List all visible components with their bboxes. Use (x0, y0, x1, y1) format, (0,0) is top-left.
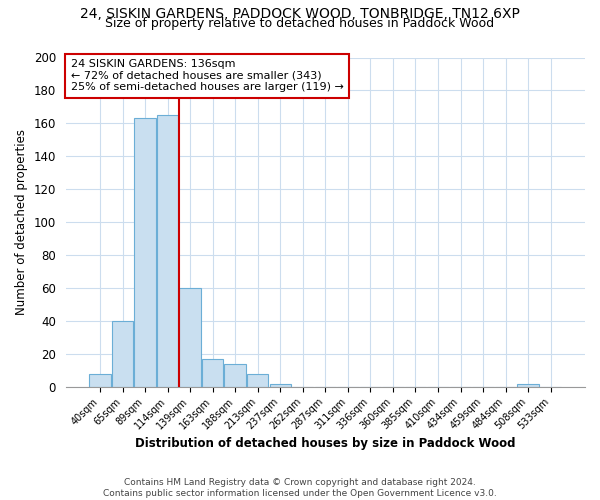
Bar (269, 384, 291, 387)
Text: Size of property relative to detached houses in Paddock Wood: Size of property relative to detached ho… (106, 18, 494, 30)
Bar (89, 374, 110, 387)
Bar (112, 321, 133, 387)
Text: 24 SISKIN GARDENS: 136sqm
← 72% of detached houses are smaller (343)
25% of semi: 24 SISKIN GARDENS: 136sqm ← 72% of detac… (71, 59, 344, 92)
Text: 24, SISKIN GARDENS, PADDOCK WOOD, TONBRIDGE, TN12 6XP: 24, SISKIN GARDENS, PADDOCK WOOD, TONBRI… (80, 8, 520, 22)
Bar (179, 288, 201, 387)
Bar (134, 118, 156, 387)
Bar (517, 384, 539, 387)
Text: Contains HM Land Registry data © Crown copyright and database right 2024.
Contai: Contains HM Land Registry data © Crown c… (103, 478, 497, 498)
Bar (157, 115, 178, 387)
Bar (202, 359, 223, 387)
Bar (224, 364, 246, 387)
Bar (247, 374, 268, 387)
Y-axis label: Number of detached properties: Number of detached properties (15, 129, 28, 315)
X-axis label: Distribution of detached houses by size in Paddock Wood: Distribution of detached houses by size … (135, 437, 515, 450)
